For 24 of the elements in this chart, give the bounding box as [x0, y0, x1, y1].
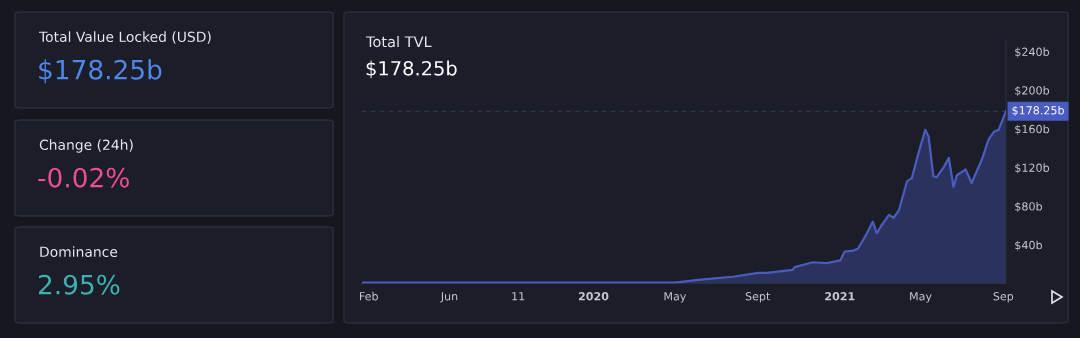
text: 2.95%	[38, 274, 120, 295]
y-tick-label: $240b	[1015, 47, 1050, 58]
text: $178.25b	[366, 60, 457, 79]
y-tick-label: $160b	[1015, 124, 1050, 135]
text: $178.25b	[39, 59, 162, 84]
text: Total Value Locked (USD)	[38, 31, 211, 44]
x-tick-label: 11	[512, 292, 525, 301]
text: Change (24h)	[39, 139, 133, 153]
x-tick-label: May	[664, 292, 687, 303]
x-tick-label: 2020	[578, 292, 609, 301]
x-tick-label: Sep	[993, 292, 1014, 303]
ref-line-label: $178.25b	[1012, 105, 1064, 116]
y-tick-label: $120b	[1015, 163, 1050, 174]
y-tick-label: $80b	[1015, 201, 1042, 213]
y-tick-label: $200b	[1015, 86, 1050, 97]
x-tick-label: 2021	[825, 292, 855, 301]
x-tick-label: Feb	[359, 291, 378, 301]
chart-title: Total TVL	[365, 35, 432, 48]
x-tick-label: May	[910, 292, 932, 303]
text: -0.02%	[38, 167, 129, 188]
text: Dominance	[40, 246, 118, 258]
y-tick-label: $40b	[1015, 240, 1042, 251]
x-tick-label: Jun	[440, 292, 458, 303]
x-tick-label: Sept	[745, 292, 771, 303]
